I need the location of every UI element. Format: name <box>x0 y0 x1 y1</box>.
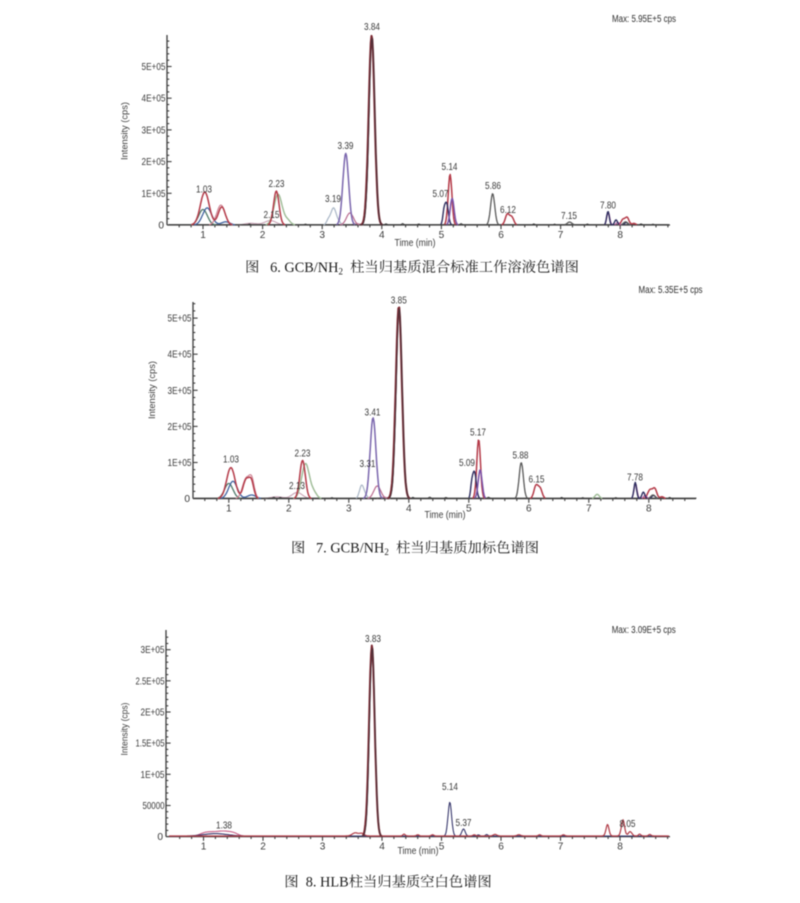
svg-text:5: 5 <box>466 503 472 514</box>
svg-text:5.14: 5.14 <box>442 782 458 793</box>
svg-text:2.23: 2.23 <box>295 449 311 460</box>
svg-text:0: 0 <box>158 221 164 232</box>
svg-text:2.15: 2.15 <box>264 210 280 221</box>
svg-text:6.15: 6.15 <box>529 475 545 486</box>
svg-text:Intensity (cps): Intensity (cps) <box>120 102 130 160</box>
svg-text:2: 2 <box>384 547 388 557</box>
svg-text:2: 2 <box>339 266 343 276</box>
svg-text:1.03: 1.03 <box>223 455 239 466</box>
svg-text:Max: 3.09E+5 cps: Max: 3.09E+5 cps <box>612 625 676 636</box>
svg-text:3.84: 3.84 <box>364 22 380 33</box>
svg-text:5.14: 5.14 <box>442 162 458 173</box>
svg-text:Max: 5.35E+5 cps: Max: 5.35E+5 cps <box>639 285 703 296</box>
svg-text:1: 1 <box>226 503 232 514</box>
svg-text:7. GCB/NH: 7. GCB/NH <box>305 541 384 557</box>
svg-text:7.15: 7.15 <box>561 211 577 222</box>
svg-text:5: 5 <box>439 230 445 241</box>
svg-text:1E+05: 1E+05 <box>168 458 192 469</box>
svg-text:7: 7 <box>558 841 564 852</box>
svg-text:3: 3 <box>320 841 326 852</box>
svg-text:8. HLB: 8. HLB <box>299 875 349 891</box>
svg-text:Time (min): Time (min) <box>395 238 436 249</box>
svg-text:3.83: 3.83 <box>365 634 381 645</box>
svg-text:Max: 5.95E+5 cps: Max: 5.95E+5 cps <box>612 14 676 25</box>
svg-text:1: 1 <box>201 841 207 852</box>
svg-text:3.85: 3.85 <box>391 296 407 307</box>
svg-text:Time (min): Time (min) <box>398 846 439 857</box>
svg-text:2E+05: 2E+05 <box>168 422 192 433</box>
svg-text:5.86: 5.86 <box>485 181 501 192</box>
svg-text:2E+05: 2E+05 <box>142 157 166 168</box>
svg-text:7.78: 7.78 <box>627 473 643 484</box>
svg-text:6. GCB/NH: 6. GCB/NH <box>259 260 338 276</box>
svg-text:8: 8 <box>646 503 652 514</box>
svg-text:1E+05: 1E+05 <box>141 770 165 781</box>
svg-text:8: 8 <box>617 230 623 241</box>
svg-text:1.38: 1.38 <box>216 821 232 832</box>
svg-text:3: 3 <box>319 230 325 241</box>
svg-text:0: 0 <box>184 494 190 505</box>
svg-text:Intensity (cps): Intensity (cps) <box>147 361 157 419</box>
svg-text:5E+05: 5E+05 <box>168 314 192 325</box>
svg-text:1.5E+05: 1.5E+05 <box>136 739 165 750</box>
svg-text:6: 6 <box>498 230 504 241</box>
svg-text:5.37: 5.37 <box>456 818 472 829</box>
svg-text:4: 4 <box>406 503 412 514</box>
svg-text:3E+05: 3E+05 <box>141 645 165 656</box>
svg-text:1E+05: 1E+05 <box>142 189 166 200</box>
svg-text:7.80: 7.80 <box>600 201 616 212</box>
svg-text:Intensity (cps): Intensity (cps) <box>120 703 130 756</box>
svg-text:50000: 50000 <box>143 801 165 812</box>
svg-text:8.05: 8.05 <box>620 819 636 830</box>
svg-text:3.31: 3.31 <box>360 459 376 470</box>
svg-text:4E+05: 4E+05 <box>168 350 192 361</box>
svg-text:4E+05: 4E+05 <box>142 94 166 105</box>
svg-text:Time (min): Time (min) <box>425 510 466 521</box>
svg-text:6: 6 <box>498 841 504 852</box>
svg-text:5.07: 5.07 <box>433 189 449 200</box>
svg-text:2: 2 <box>260 841 266 852</box>
svg-text:3.41: 3.41 <box>365 408 381 419</box>
svg-text:2.5E+05: 2.5E+05 <box>136 676 165 687</box>
svg-text:5.09: 5.09 <box>459 458 475 469</box>
svg-text:8: 8 <box>617 841 623 852</box>
svg-text:7: 7 <box>586 503 592 514</box>
svg-text:3E+05: 3E+05 <box>168 386 192 397</box>
svg-text:5.17: 5.17 <box>470 428 486 439</box>
svg-text:4: 4 <box>379 841 385 852</box>
svg-text:5.88: 5.88 <box>513 451 529 462</box>
svg-text:3: 3 <box>346 503 352 514</box>
svg-text:4: 4 <box>379 230 385 241</box>
svg-text:2: 2 <box>260 230 266 241</box>
svg-text:2.13: 2.13 <box>289 481 305 492</box>
svg-text:6.12: 6.12 <box>500 205 516 216</box>
svg-text:2.23: 2.23 <box>269 179 285 190</box>
svg-text:2: 2 <box>286 503 292 514</box>
svg-text:3.39: 3.39 <box>338 141 354 152</box>
svg-text:0: 0 <box>157 832 163 843</box>
svg-text:7: 7 <box>558 230 564 241</box>
svg-text:1: 1 <box>200 230 206 241</box>
svg-text:6: 6 <box>526 503 532 514</box>
svg-text:1.03: 1.03 <box>196 185 212 196</box>
svg-text:5E+05: 5E+05 <box>142 62 166 73</box>
svg-text:3.19: 3.19 <box>325 194 341 205</box>
svg-text:3E+05: 3E+05 <box>142 125 166 136</box>
svg-text:5: 5 <box>439 841 445 852</box>
svg-text:2E+05: 2E+05 <box>141 708 165 719</box>
